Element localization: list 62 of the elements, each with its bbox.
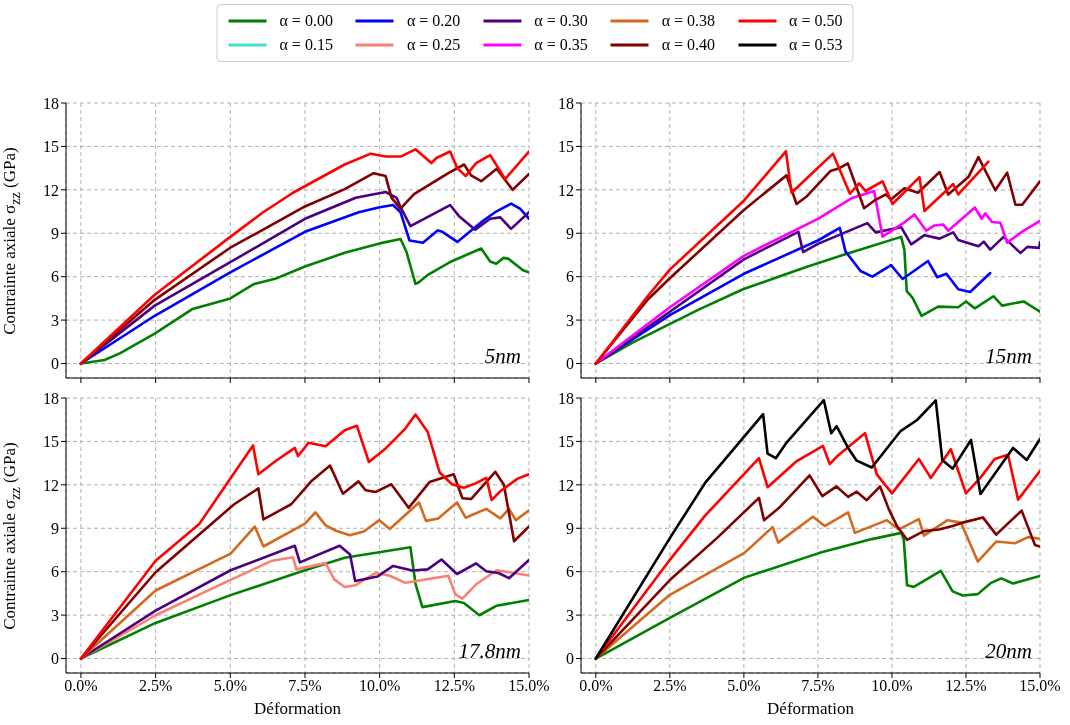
x-tick-label: 5.0% <box>727 677 761 695</box>
annotation: 20nm <box>985 639 1032 664</box>
y-tick-label: 18 <box>558 389 574 407</box>
x-axis-title: Déformation <box>253 699 342 719</box>
annotation: 5nm <box>484 344 521 369</box>
y-tick-label: 12 <box>43 476 59 494</box>
y-tick-label: 3 <box>566 606 574 624</box>
y-tick-label: 6 <box>51 563 59 581</box>
x-tick-label: 0.0% <box>64 677 98 695</box>
y-tick-label: 18 <box>43 389 59 407</box>
y-tick-label: 18 <box>43 94 59 112</box>
x-tick-label: 7.5% <box>288 677 322 695</box>
legend-label: α = 0.15 <box>279 36 333 54</box>
annotation: 15nm <box>985 344 1032 369</box>
y-tick-label: 18 <box>558 94 574 112</box>
legend-label: α = 0.40 <box>661 36 716 54</box>
legend-label: α = 0.20 <box>406 12 461 30</box>
y-tick-label: 12 <box>558 181 574 199</box>
y-tick-label: 6 <box>566 563 574 581</box>
legend-label: α = 0.50 <box>789 12 843 30</box>
x-tick-label: 15.0% <box>508 677 550 695</box>
legend-label: α = 0.00 <box>279 12 333 30</box>
y-tick-label: 3 <box>51 606 59 624</box>
x-tick-label: 2.5% <box>138 677 173 695</box>
y-tick-label: 0 <box>51 650 59 668</box>
y-tick-label: 3 <box>566 311 574 329</box>
x-tick-label: 7.5% <box>801 677 835 695</box>
line-series <box>79 413 529 660</box>
y-tick-label: 9 <box>51 224 59 242</box>
x-tick-label: 12.5% <box>945 677 987 695</box>
y-tick-label: 6 <box>566 268 574 286</box>
line-series <box>594 474 1040 660</box>
y-tick-label: 15 <box>558 138 574 156</box>
x-tick-label: 2.5% <box>653 677 687 695</box>
y-tick-label: 9 <box>51 519 59 537</box>
x-tick-label: 15.0% <box>1019 677 1061 695</box>
y-tick-label: 9 <box>566 519 574 537</box>
legend-label: α = 0.53 <box>789 36 843 54</box>
x-tick-label: 10.0% <box>871 677 913 695</box>
x-axis-title: Déformation <box>766 699 855 719</box>
y-tick-label: 15 <box>43 138 59 156</box>
x-tick-label: 12.5% <box>433 677 475 695</box>
line-series <box>594 189 1040 365</box>
y-tick-label: 3 <box>51 311 59 329</box>
legend-label: α = 0.25 <box>406 36 461 54</box>
legend-label: α = 0.30 <box>534 12 588 30</box>
legend-label: α = 0.38 <box>661 12 716 30</box>
y-tick-label: 0 <box>51 355 59 373</box>
line-series <box>79 237 529 365</box>
annotation: 17.8nm <box>458 639 521 664</box>
y-tick-label: 9 <box>566 224 574 242</box>
y-tick-label: 12 <box>558 476 574 494</box>
y-tick-label: 15 <box>558 433 574 451</box>
y-tick-label: 6 <box>51 268 59 286</box>
y-tick-label: 12 <box>43 181 59 199</box>
x-tick-label: 5.0% <box>213 677 247 695</box>
y-tick-label: 0 <box>566 355 574 373</box>
x-tick-label: 10.0% <box>358 677 401 695</box>
y-tick-label: 15 <box>43 433 59 451</box>
y-tick-label: 0 <box>566 650 574 668</box>
legend-label: α = 0.35 <box>534 36 588 54</box>
x-tick-label: 0.0% <box>579 677 613 695</box>
